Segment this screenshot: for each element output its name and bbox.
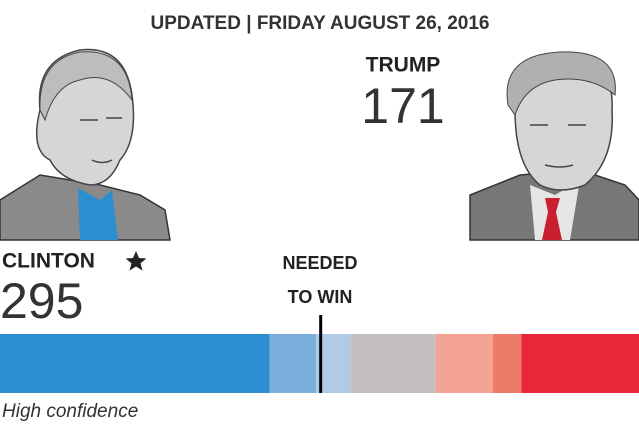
candidate-total: 171 [361,78,444,134]
footer: High confidence [2,401,138,422]
trump-portrait [469,51,639,241]
winner-star [125,251,147,271]
bar-segment [521,334,639,393]
bar-segment [435,334,493,393]
bar-segment [492,334,522,393]
title: UPDATED | FRIDAY AUGUST 26, 2016 [151,13,490,34]
candidate-total: 295 [0,273,83,329]
candidate-name: TRUMP [366,54,441,77]
bar-segment [269,334,316,393]
needed-label: NEEDED [282,253,357,273]
bar-segment [0,334,270,393]
bar-segment [350,334,436,393]
candidate-name: CLINTON [2,250,95,273]
clinton-portrait [0,48,171,241]
needed-label: TO WIN [288,287,353,307]
